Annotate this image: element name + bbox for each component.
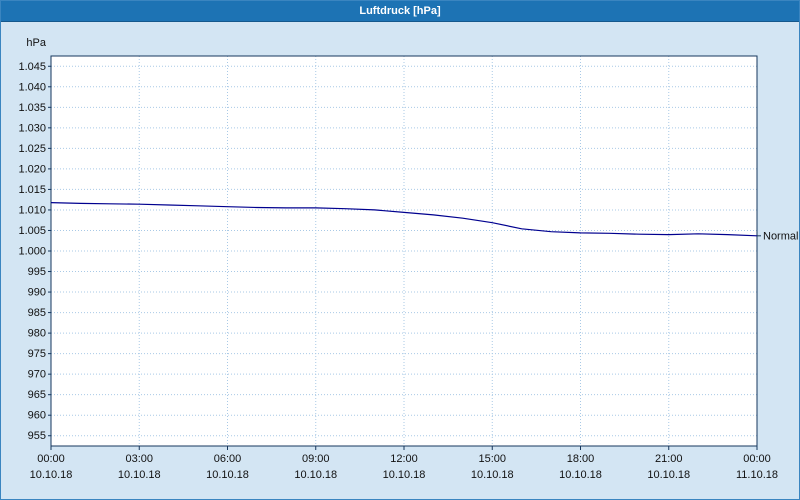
- x-tick-time-label: 03:00: [125, 453, 153, 465]
- y-tick-label: 1.010: [18, 204, 46, 216]
- y-axis-unit-label: hPa: [26, 37, 46, 49]
- y-tick-label: 1.015: [18, 184, 46, 196]
- x-tick-time-label: 18:00: [567, 453, 595, 465]
- x-tick-time-label: 00:00: [743, 453, 771, 465]
- y-tick-label: 1.030: [18, 122, 46, 134]
- y-tick-label: 965: [28, 389, 46, 401]
- y-tick-label: 1.020: [18, 163, 46, 175]
- series-end-label: Normal: [763, 230, 798, 242]
- y-tick-label: 970: [28, 369, 46, 381]
- x-tick-date-label: 10.10.18: [118, 469, 161, 481]
- window-titlebar: Luftdruck [hPa]: [1, 1, 799, 22]
- y-tick-label: 990: [28, 287, 46, 299]
- plot-border: [50, 55, 758, 447]
- x-tick-date-label: 10.10.18: [30, 469, 73, 481]
- x-tick-time-label: 12:00: [390, 453, 418, 465]
- pressure-series-line: [50, 202, 758, 237]
- y-tick-label: 1.005: [18, 225, 46, 237]
- y-tick-label: 975: [28, 348, 46, 360]
- y-tick-label: 960: [28, 410, 46, 422]
- y-tick-label: 1.040: [18, 81, 46, 93]
- chart-title: Luftdruck [hPa]: [359, 5, 441, 17]
- x-tick-time-label: 09:00: [302, 453, 330, 465]
- y-tick-label: 1.045: [18, 61, 46, 73]
- x-tick-time-label: 15:00: [478, 453, 506, 465]
- x-tick-time-label: 21:00: [655, 453, 683, 465]
- x-tick-time-label: 06:00: [214, 453, 242, 465]
- x-tick-date-label: 10.10.18: [471, 469, 514, 481]
- y-tick-label: 1.035: [18, 102, 46, 114]
- y-tick-label: 985: [28, 307, 46, 319]
- y-tick-label: 1.025: [18, 143, 46, 155]
- y-tick-label: 995: [28, 266, 46, 278]
- x-tick-date-label: 11.10.18: [736, 469, 778, 481]
- x-tick-time-label: 00:00: [37, 453, 65, 465]
- y-tick-label: 1.000: [18, 246, 46, 258]
- x-tick-date-label: 10.10.18: [383, 469, 426, 481]
- y-tick-label: 955: [28, 430, 46, 442]
- x-tick-date-label: 10.10.18: [294, 469, 337, 481]
- pressure-line-chart: 1.045 1.040 1.035 1.030 1.025 1.020 1.015 1.010…: [18, 37, 798, 481]
- x-tick-date-label: 10.10.18: [206, 469, 249, 481]
- y-tick-label: 980: [28, 328, 46, 340]
- x-tick-date-label: 10.10.18: [559, 469, 602, 481]
- x-tick-date-label: 10.10.18: [647, 469, 690, 481]
- chart-area: 1.045 1.040 1.035 1.030 1.025 1.020 1.015 1.010…: [1, 22, 799, 499]
